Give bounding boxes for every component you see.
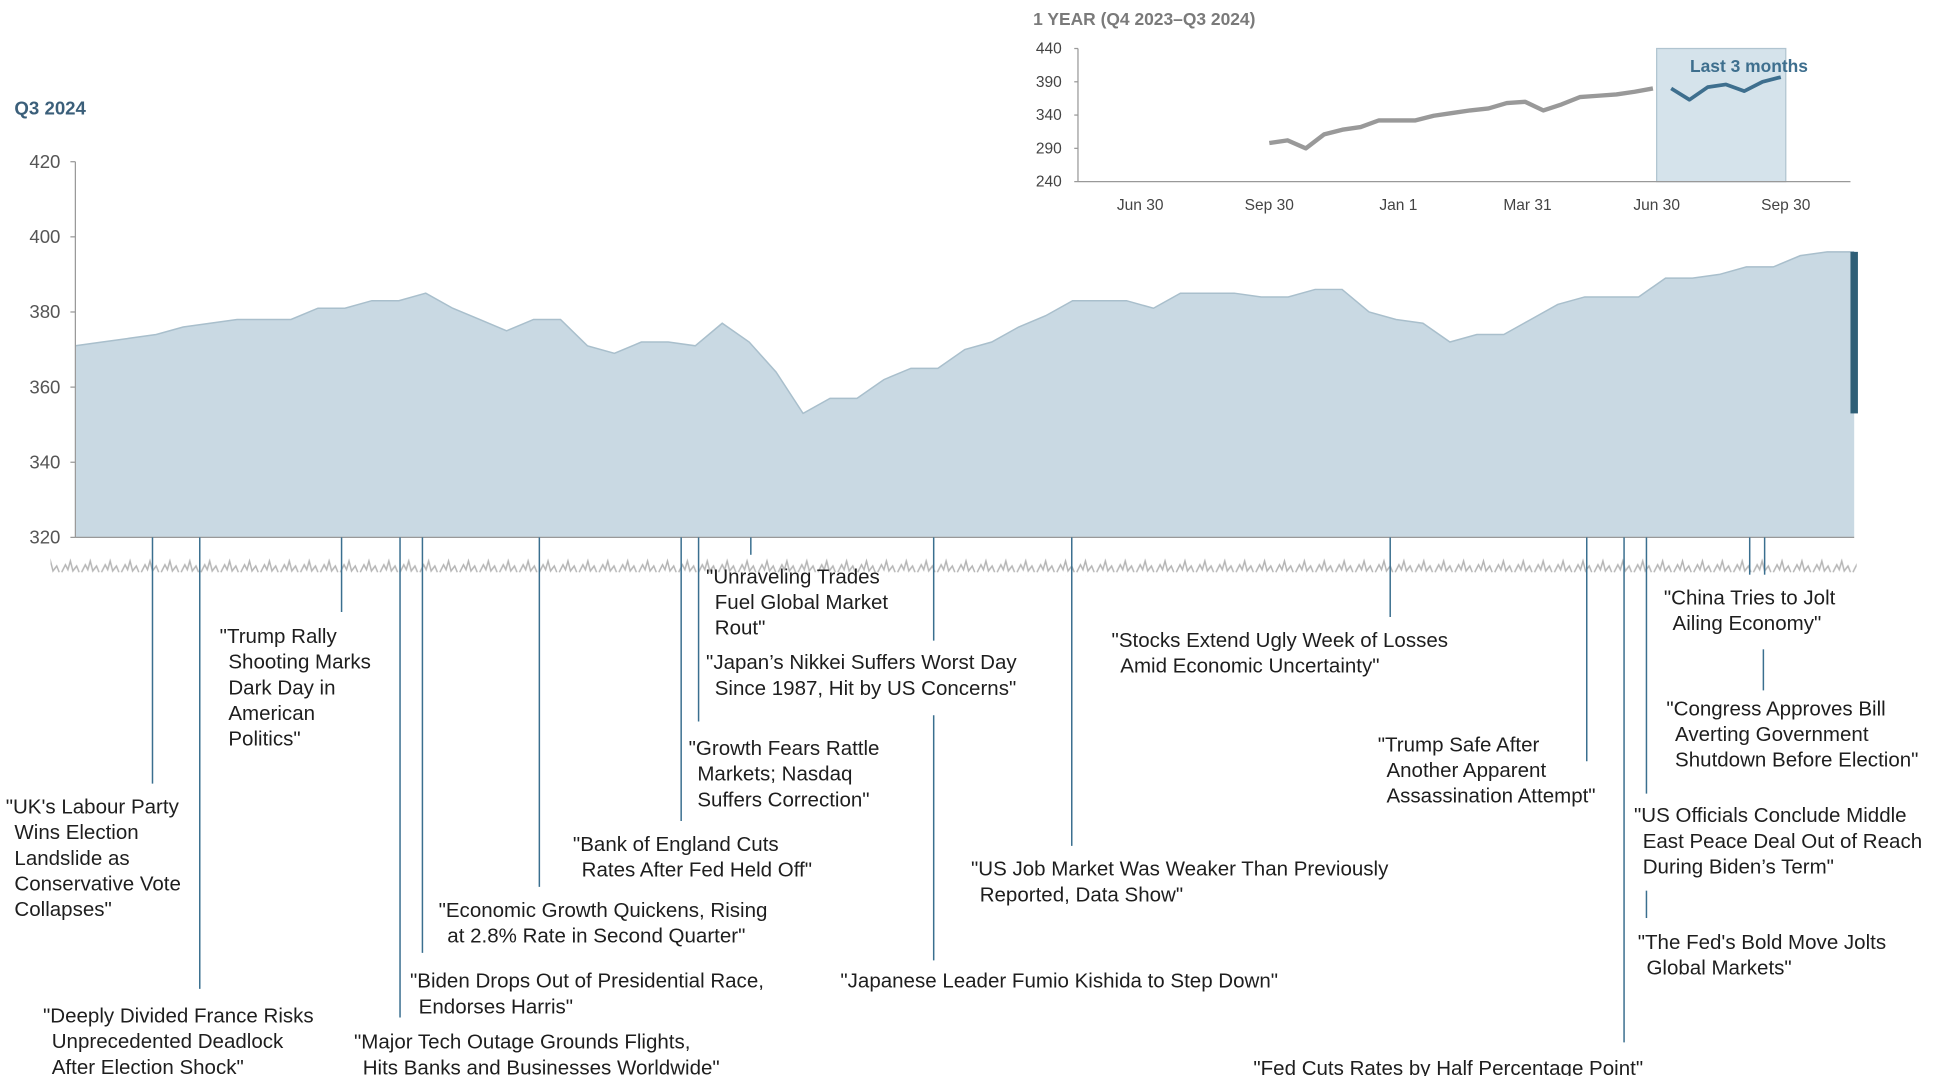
annotation: Wins Election (14, 821, 138, 844)
annotation: Rout" (715, 617, 766, 640)
annotation: "Japan’s Nikkei Suffers Worst Day (706, 651, 1017, 674)
area (75, 251, 1855, 538)
inset-x-tick-label: Sep 30 (1761, 197, 1811, 214)
annotation: Dark Day in (228, 676, 335, 699)
annotation: "Trump Safe After (1378, 733, 1540, 756)
annotation: at 2.8% Rate in Second Quarter" (447, 924, 745, 947)
inset-y-tick-label: 340 (1036, 107, 1062, 124)
annotation: "US Officials Conclude Middle (1634, 804, 1907, 827)
annotation: Unprecedented Deadlock (52, 1030, 284, 1053)
annotation: Amid Economic Uncertainty" (1120, 654, 1379, 677)
chart-title: Q3 2024 (14, 97, 86, 118)
annotation: East Peace Deal Out of Reach (1643, 830, 1922, 853)
y-tick-label: 380 (29, 301, 60, 322)
annotation: Ailing Economy" (1673, 612, 1822, 635)
annotation: "Stocks Extend Ugly Week of Losses (1112, 629, 1448, 652)
inset-line (1268, 86, 1654, 151)
annotation: "Fed Cuts Rates by Half Percentage Point… (1253, 1057, 1643, 1076)
annotation: "China Tries to Jolt (1664, 587, 1836, 610)
annotation: "Japanese Leader Fumio Kishida to Step D… (840, 970, 1278, 993)
annotation: "US Job Market Was Weaker Than Previousl… (971, 858, 1389, 881)
annotation: "Growth Fears Rattle (689, 737, 880, 760)
inset-x-tick-label: Jun 30 (1117, 197, 1164, 214)
annotation: "Deeply Divided France Risks (43, 1005, 314, 1028)
y-tick-label: 400 (29, 226, 60, 247)
inset-x-tick-label: Jun 30 (1633, 197, 1680, 214)
annotation: Global Markets" (1646, 957, 1791, 980)
annotation: Shutdown Before Election" (1675, 749, 1918, 772)
inset-y-tick-label: 440 (1036, 40, 1062, 57)
annotation: "Bank of England Cuts (573, 833, 779, 856)
annotation: "Economic Growth Quickens, Rising (439, 899, 768, 922)
annotation: Shooting Marks (228, 651, 371, 674)
annotation: Collapses" (14, 898, 111, 921)
highlight-box (1656, 47, 1787, 183)
inset-line-recent (1670, 75, 1782, 102)
annotation: Since 1987, Hit by US Concerns" (715, 677, 1016, 700)
y-tick-label: 340 (29, 451, 60, 472)
y-tick-label: 360 (29, 376, 60, 397)
annotation: Assassination Attempt" (1386, 785, 1595, 808)
inset-x-tick-label: Jan 1 (1379, 197, 1417, 214)
annotation: Reported, Data Show" (980, 883, 1183, 906)
annotation: "The Fed's Bold Move Jolts (1638, 931, 1886, 954)
annotation: After Election Shock" (52, 1056, 244, 1076)
inset-y-tick-label: 240 (1036, 174, 1062, 191)
axis-decoration (50, 558, 1857, 576)
annotation: "UK's Labour Party (6, 796, 180, 819)
inset-x-tick-label: Mar 31 (1503, 197, 1551, 214)
annotation: Conservative Vote (14, 872, 181, 895)
annotation: "Congress Approves Bill (1666, 697, 1885, 720)
area-line (75, 251, 1855, 415)
annotation: Landslide as (14, 847, 129, 870)
annotation: "Unraveling Trades (706, 565, 880, 588)
range-bar (1850, 251, 1858, 414)
inset-y-tick-label: 390 (1036, 74, 1062, 91)
annotation: "Trump Rally (220, 625, 338, 648)
annotation: Fuel Global Market (715, 591, 889, 614)
inset-title: 1 YEAR (Q4 2023–Q3 2024) (1033, 9, 1255, 29)
annotation: Suffers Correction" (697, 788, 869, 811)
annotation: Hits Banks and Businesses Worldwide" (363, 1056, 720, 1076)
annotation: "Major Tech Outage Grounds Flights, (354, 1031, 690, 1054)
y-tick-label: 420 (29, 151, 60, 172)
annotation: Rates After Fed Held Off" (582, 858, 812, 881)
inset-y-tick-label: 290 (1036, 140, 1062, 157)
annotation: Averting Government (1675, 723, 1869, 746)
highlight-label: Last 3 months (1690, 56, 1808, 76)
annotation: Another Apparent (1386, 759, 1546, 782)
inset-x-tick-label: Sep 30 (1245, 197, 1295, 214)
y-tick-label: 320 (29, 527, 60, 548)
annotation: "Biden Drops Out of Presidential Race, (410, 970, 764, 993)
annotation: Markets; Nasdaq (697, 763, 852, 786)
annotation: Endorses Harris" (419, 995, 573, 1018)
annotation: During Biden’s Term" (1643, 855, 1834, 878)
annotation: Politics" (228, 728, 300, 751)
annotation: American (228, 702, 315, 725)
